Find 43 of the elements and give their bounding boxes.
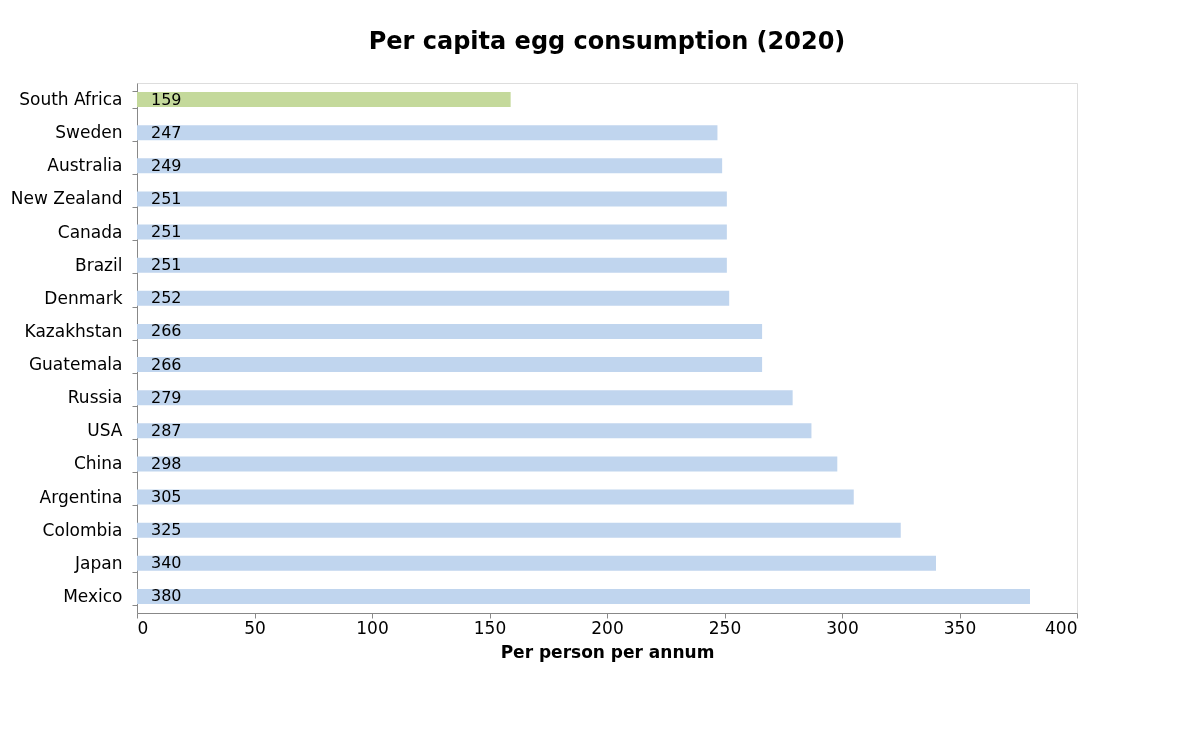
x-tick-label: 300 (826, 617, 859, 638)
data-label: 251 (151, 222, 182, 242)
x-tick-label: 350 (943, 617, 977, 638)
chart-title: Per capita egg consumption (2020) (368, 27, 846, 55)
x-tick-label: 150 (473, 617, 507, 638)
y-tick-label: Mexico (63, 585, 123, 606)
y-tick-label: Canada (57, 221, 123, 242)
y-tick-label: USA (87, 420, 123, 441)
y-tick-label: Brazil (75, 254, 123, 275)
y-tick-label: China (73, 453, 123, 474)
data-label: 305 (151, 487, 182, 507)
y-tick-label: Russia (67, 387, 123, 408)
data-label: 249 (151, 155, 182, 175)
x-tick-label: 250 (708, 617, 742, 638)
data-label: 287 (151, 420, 182, 440)
data-label: 251 (151, 188, 182, 208)
y-tick-label: Denmark (44, 287, 123, 308)
y-tick-label: Australia (47, 155, 123, 176)
x-axis-title: Per person per annum (500, 641, 715, 662)
data-label: 251 (151, 255, 182, 275)
x-tick-label: 50 (244, 617, 266, 638)
x-tick-label: 0 (137, 617, 149, 638)
data-label: 380 (151, 586, 182, 606)
data-label: 325 (151, 520, 182, 540)
y-tick-label: Argentina (39, 486, 123, 507)
data-label: 340 (151, 553, 182, 573)
x-tick-label: 200 (591, 617, 624, 638)
data-label: 247 (151, 122, 182, 142)
data-label: 266 (151, 354, 182, 374)
data-label: 266 (151, 321, 182, 341)
data-label: 279 (151, 387, 182, 407)
y-tick-label: Colombia (42, 519, 123, 540)
y-tick-label: Japan (74, 552, 123, 573)
x-tick-label: 100 (356, 617, 389, 638)
y-tick-label: New Zealand (10, 188, 123, 209)
y-tick-label: Sweden (55, 122, 123, 143)
x-tick-label: 400 (1045, 617, 1078, 638)
y-tick-label: Guatemala (28, 354, 123, 375)
data-label: 252 (151, 288, 182, 308)
y-tick-label: Kazakhstan (24, 320, 123, 341)
data-label: 159 (151, 89, 182, 109)
data-label: 298 (151, 453, 182, 473)
y-tick-label: South Africa (19, 89, 123, 110)
